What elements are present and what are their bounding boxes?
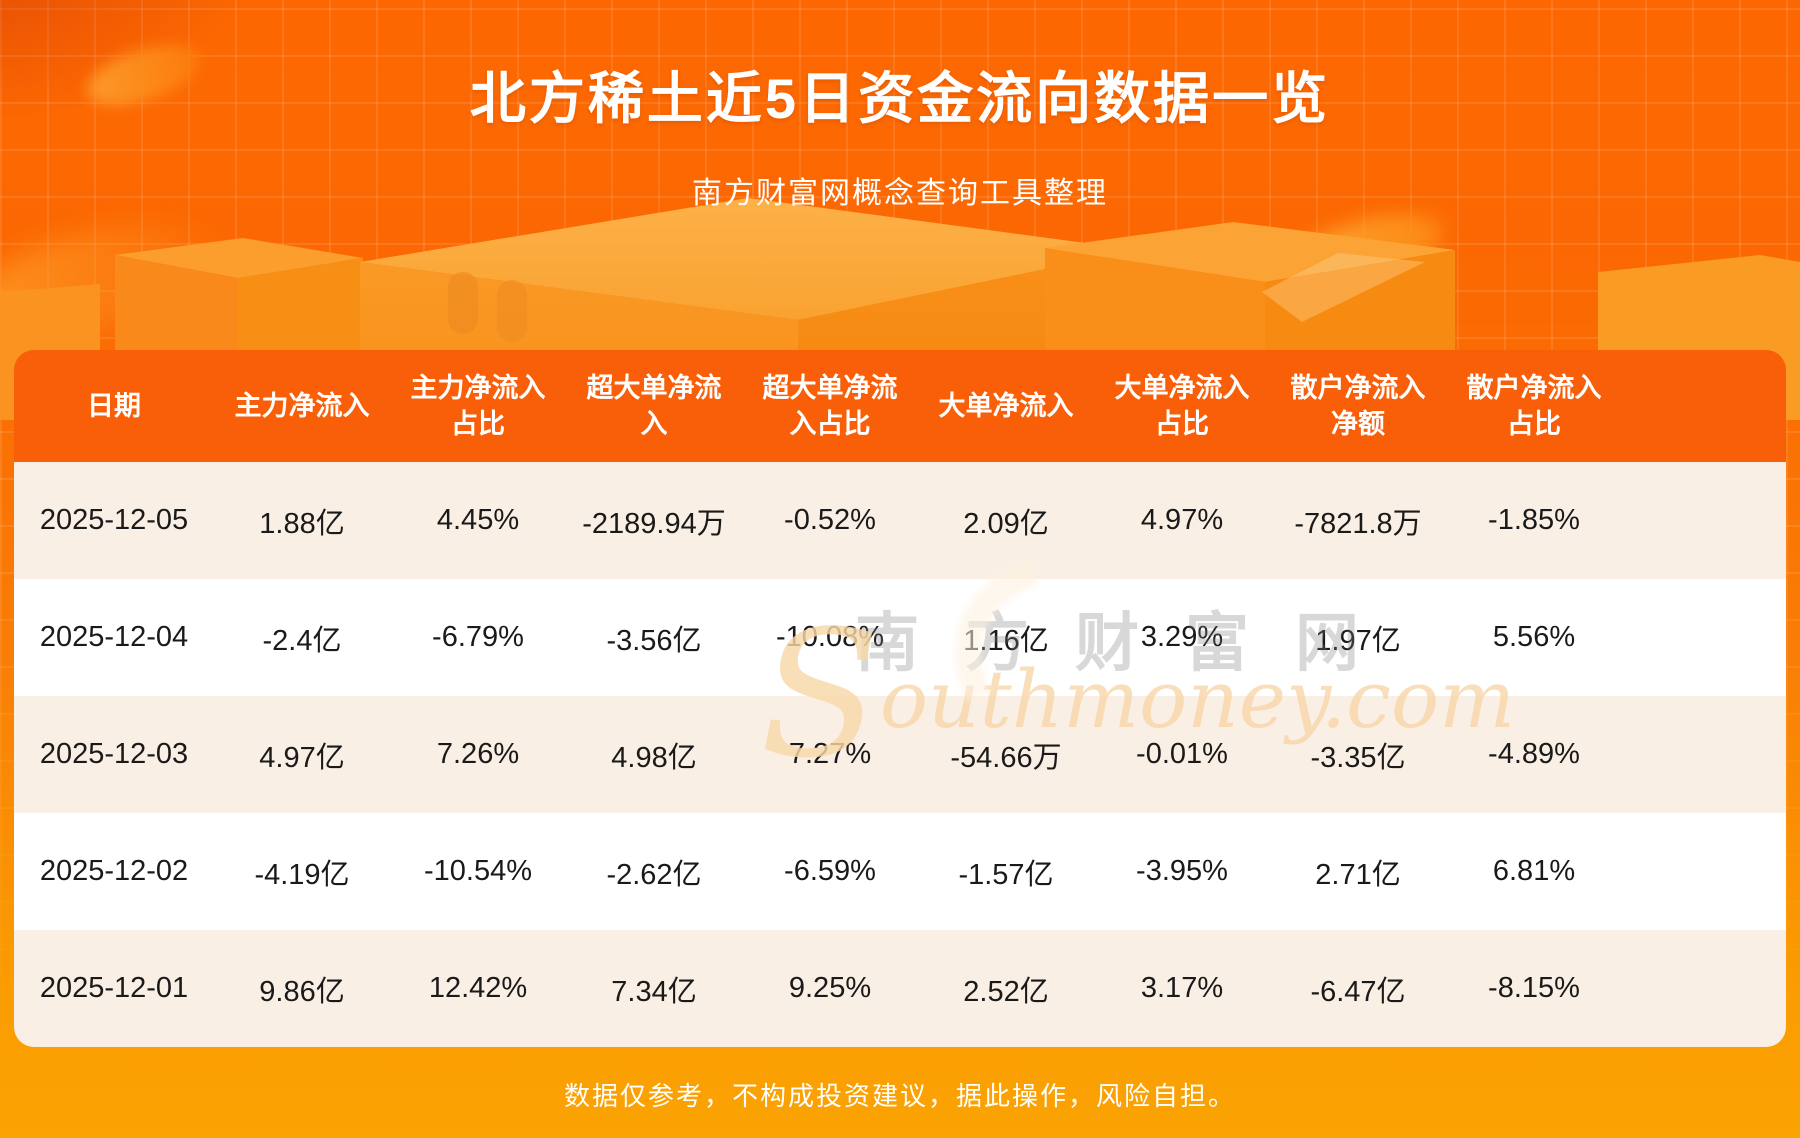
table-cell-filler xyxy=(1622,462,1786,579)
table-cell: 1.97亿 xyxy=(1315,624,1401,657)
table-cell: 2025-12-03 xyxy=(39,738,189,770)
table-cell: 2.09亿 xyxy=(963,507,1049,540)
page-title: 北方稀土近5日资金流向数据一览 xyxy=(469,67,1331,130)
table-cell: 9.86亿 xyxy=(259,975,345,1008)
table-cell: -6.79% xyxy=(432,621,524,653)
column-header-retail-net-inflow: 散户净流入 净额 xyxy=(1290,372,1426,439)
fund-flow-table: 日期 主力净流入 主力净流入 占比 超大单净流入 超大单净流 入占比 大单净流入 大… xyxy=(14,350,1786,1047)
table-cell: -3.95% xyxy=(1136,855,1228,887)
table-cell: 12.42% xyxy=(428,972,528,1004)
table-cell: 2025-12-01 xyxy=(39,972,189,1004)
table-cell: -0.01% xyxy=(1136,738,1228,770)
table-cell: 3.29% xyxy=(1140,621,1224,653)
table-cell: -54.66万 xyxy=(950,741,1062,774)
table-cell-filler xyxy=(1622,579,1786,696)
table-row: 2025-12-04 -2.4亿 -6.79% -3.56亿 -10.08% 1… xyxy=(14,579,1786,696)
table-row: 2025-12-02 -4.19亿 -10.54% -2.62亿 -6.59% … xyxy=(14,813,1786,930)
table-cell: -4.89% xyxy=(1488,738,1580,770)
disclaimer-text: 数据仅参考，不构成投资建议，据此操作，风险自担。 xyxy=(563,1081,1236,1111)
table-row: 2025-12-05 1.88亿 4.45% -2189.94万 -0.52% … xyxy=(14,462,1786,579)
table-cell: -1.85% xyxy=(1488,504,1580,536)
table-cell: 3.17% xyxy=(1140,972,1224,1004)
table-cell: 4.97亿 xyxy=(259,741,345,774)
column-header-retail-net-inflow-ratio: 散户净流入 占比 xyxy=(1466,372,1602,439)
table-cell: 2.52亿 xyxy=(963,975,1049,1008)
table-cell: 2025-12-02 xyxy=(39,855,189,887)
column-header-filler xyxy=(1622,350,1786,462)
table-cell: 6.81% xyxy=(1492,855,1576,887)
table-cell: -1.57亿 xyxy=(958,858,1054,891)
table-cell: 1.16亿 xyxy=(963,624,1049,657)
table-cell: 7.27% xyxy=(788,738,872,770)
table-row: 2025-12-01 9.86亿 12.42% 7.34亿 9.25% 2.52… xyxy=(14,930,1786,1047)
column-header-xl-order-net-inflow-ratio: 超大单净流 入占比 xyxy=(762,372,898,439)
table-cell: -8.15% xyxy=(1488,972,1580,1004)
column-header-main-net-inflow-ratio: 主力净流入 占比 xyxy=(410,372,546,439)
table-cell: 2.71亿 xyxy=(1315,858,1401,891)
table-row: 2025-12-03 4.97亿 7.26% 4.98亿 7.27% -54.6… xyxy=(14,696,1786,813)
table-cell: 7.34亿 xyxy=(611,975,697,1008)
table-cell: 4.45% xyxy=(436,504,520,536)
table-cell: -2189.94万 xyxy=(582,507,726,540)
table-cell: 7.26% xyxy=(436,738,520,770)
table-cell: -3.56亿 xyxy=(606,624,702,657)
table-cell: 2025-12-04 xyxy=(39,621,189,653)
table-cell: -7821.8万 xyxy=(1294,507,1422,540)
table-cell: -6.59% xyxy=(784,855,876,887)
table-cell: 2025-12-05 xyxy=(39,504,189,536)
table-cell: -2.4亿 xyxy=(262,624,342,657)
page-subtitle: 南方财富网概念查询工具整理 xyxy=(692,177,1108,210)
table-cell: 1.88亿 xyxy=(259,507,345,540)
column-header-xl-order-net-inflow: 超大单净流入 xyxy=(586,372,722,439)
table-cell: -3.35亿 xyxy=(1310,741,1406,774)
column-header-large-order-net-inflow: 大单净流入 xyxy=(938,390,1074,421)
table-cell: -0.52% xyxy=(784,504,876,536)
table-cell-filler xyxy=(1622,930,1786,1047)
table-cell: -2.62亿 xyxy=(606,858,702,891)
table-cell: -10.54% xyxy=(423,855,532,887)
table-cell: -10.08% xyxy=(775,621,884,653)
column-header-date: 日期 xyxy=(87,390,141,421)
table-cell-filler xyxy=(1622,696,1786,813)
table-cell: 5.56% xyxy=(1492,621,1576,653)
table-cell: 4.98亿 xyxy=(611,741,697,774)
table-cell: -6.47亿 xyxy=(1310,975,1406,1008)
table-cell: 9.25% xyxy=(788,972,872,1004)
table-cell: -4.19亿 xyxy=(254,858,350,891)
table-header-row: 日期 主力净流入 主力净流入 占比 超大单净流入 超大单净流 入占比 大单净流入 大… xyxy=(14,350,1786,462)
column-header-large-order-net-inflow-ratio: 大单净流入 占比 xyxy=(1114,372,1250,439)
table-cell-filler xyxy=(1622,813,1786,930)
table-cell: 4.97% xyxy=(1140,504,1224,536)
column-header-main-net-inflow: 主力净流入 xyxy=(234,390,370,421)
